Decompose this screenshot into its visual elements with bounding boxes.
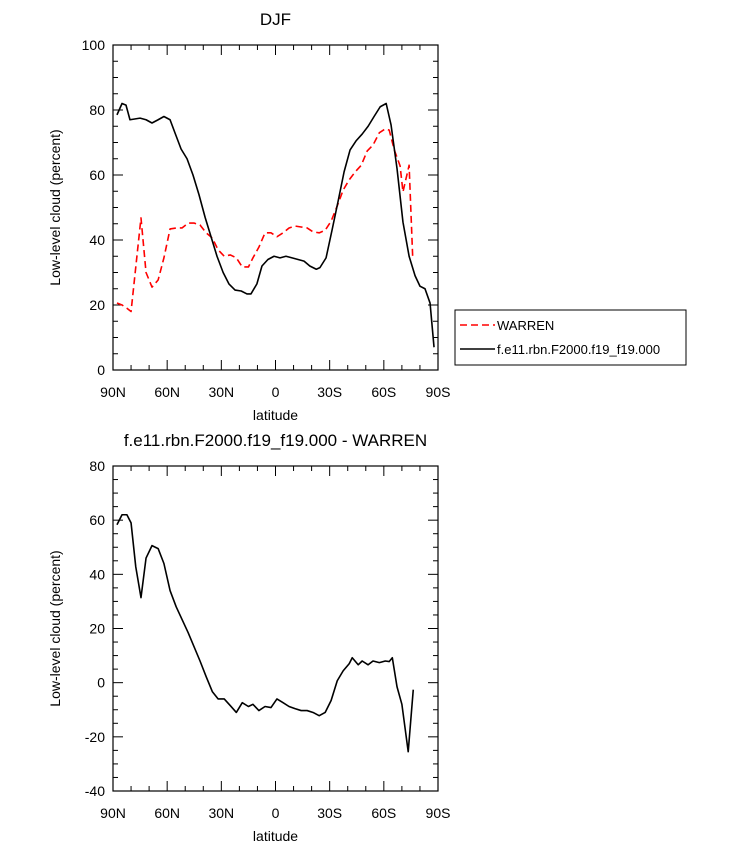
x-axis-label: latitude (253, 828, 298, 844)
x-tick-label: 30N (208, 805, 234, 821)
x-tick-label: 0 (272, 384, 280, 400)
y-tick-label: 0 (97, 675, 105, 691)
y-axis-label: Low-level cloud (percent) (47, 129, 63, 285)
x-tick-label: 30S (317, 384, 342, 400)
y-tick-label: 60 (89, 167, 105, 183)
y-tick-label: 20 (89, 297, 105, 313)
y-tick-label: 40 (89, 566, 105, 582)
legend-box (454, 309, 687, 366)
y-tick-label: 40 (89, 232, 105, 248)
x-tick-label: 90S (426, 384, 451, 400)
chart-title: DJF (260, 10, 291, 29)
x-tick-label: 60S (371, 384, 396, 400)
series-line (116, 513, 415, 753)
x-tick-label: 0 (272, 805, 280, 821)
series-line (116, 128, 414, 313)
x-tick-label: 60N (154, 384, 180, 400)
y-tick-label: 20 (89, 621, 105, 637)
y-tick-label: -40 (85, 783, 105, 799)
x-tick-label: 30S (317, 805, 342, 821)
legend-label: f.e11.rbn.F2000.f19_f19.000 (497, 342, 660, 357)
plot-frame (112, 465, 439, 792)
y-tick-label: 100 (82, 37, 106, 53)
x-axis-label: latitude (253, 407, 298, 423)
y-axis-label: Low-level cloud (percent) (47, 550, 63, 706)
x-tick-label: 60S (371, 805, 396, 821)
x-tick-label: 90N (100, 805, 126, 821)
plot-frame (112, 44, 439, 371)
series-line (116, 102, 435, 348)
x-tick-label: 90S (426, 805, 451, 821)
chart-title: f.e11.rbn.F2000.f19_f19.000 - WARREN (124, 431, 427, 450)
y-tick-label: 80 (89, 458, 105, 474)
y-tick-label: 80 (89, 102, 105, 118)
y-tick-label: 60 (89, 512, 105, 528)
y-tick-label: -20 (85, 729, 105, 745)
y-tick-label: 0 (97, 362, 105, 378)
x-tick-label: 30N (208, 384, 234, 400)
x-tick-label: 90N (100, 384, 126, 400)
x-tick-label: 60N (154, 805, 180, 821)
legend-label: WARREN (497, 318, 554, 333)
